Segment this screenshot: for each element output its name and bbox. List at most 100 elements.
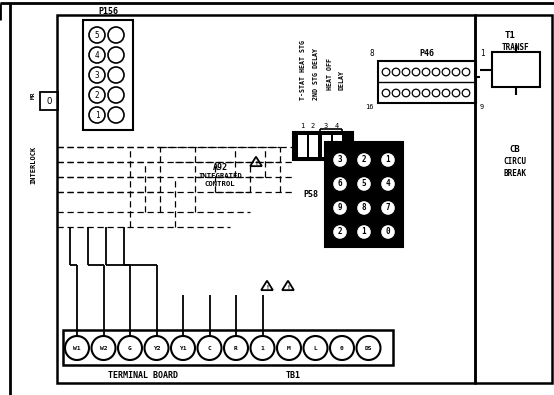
- Text: 7: 7: [386, 203, 391, 213]
- Text: DS: DS: [365, 346, 372, 350]
- Text: 9: 9: [480, 104, 484, 110]
- Text: Y2: Y2: [153, 346, 160, 350]
- Circle shape: [381, 201, 396, 216]
- Text: 2: 2: [311, 123, 315, 129]
- Text: A92: A92: [213, 162, 228, 171]
- Text: M: M: [287, 346, 291, 350]
- Circle shape: [357, 224, 372, 239]
- Text: W1: W1: [73, 346, 81, 350]
- Circle shape: [422, 89, 430, 97]
- Bar: [332, 135, 341, 157]
- Text: C: C: [208, 346, 212, 350]
- Text: O: O: [47, 96, 52, 105]
- Circle shape: [442, 89, 450, 97]
- Circle shape: [354, 198, 374, 218]
- Text: 5: 5: [362, 179, 366, 188]
- Circle shape: [392, 68, 400, 76]
- Circle shape: [330, 336, 354, 360]
- Text: !: !: [265, 285, 269, 290]
- Circle shape: [382, 68, 390, 76]
- Text: P156: P156: [98, 8, 118, 17]
- Circle shape: [462, 89, 470, 97]
- Circle shape: [382, 89, 390, 97]
- Circle shape: [108, 47, 124, 63]
- Text: Y1: Y1: [179, 346, 187, 350]
- Circle shape: [171, 336, 195, 360]
- Circle shape: [442, 68, 450, 76]
- Text: P58: P58: [304, 190, 319, 199]
- Text: 1: 1: [300, 123, 304, 129]
- Text: 8: 8: [370, 49, 374, 58]
- Text: G: G: [128, 346, 132, 350]
- Circle shape: [277, 336, 301, 360]
- Circle shape: [108, 67, 124, 83]
- Circle shape: [89, 27, 105, 43]
- Circle shape: [89, 67, 105, 83]
- Circle shape: [354, 222, 374, 242]
- Text: 2: 2: [338, 228, 342, 237]
- Circle shape: [330, 222, 350, 242]
- Circle shape: [357, 152, 372, 167]
- Circle shape: [422, 68, 430, 76]
- Circle shape: [330, 174, 350, 194]
- Circle shape: [432, 68, 440, 76]
- Bar: [63, 330, 393, 365]
- Bar: [57, 15, 475, 383]
- Text: W2: W2: [100, 346, 107, 350]
- Circle shape: [330, 198, 350, 218]
- Circle shape: [250, 336, 274, 360]
- Circle shape: [330, 150, 350, 170]
- Circle shape: [357, 177, 372, 192]
- Text: 0: 0: [386, 228, 391, 237]
- Circle shape: [354, 174, 374, 194]
- Text: 1: 1: [480, 49, 485, 58]
- Text: CIRCU: CIRCU: [504, 158, 526, 167]
- Text: 9: 9: [338, 203, 342, 213]
- Text: CB: CB: [510, 145, 520, 154]
- Bar: [475, 15, 552, 383]
- Text: 3: 3: [338, 156, 342, 164]
- Circle shape: [452, 89, 460, 97]
- Text: !: !: [286, 285, 290, 290]
- Text: MR: MR: [30, 91, 35, 99]
- Circle shape: [224, 336, 248, 360]
- Text: 1: 1: [362, 228, 366, 237]
- Text: DELAY: DELAY: [338, 70, 344, 90]
- Text: 4: 4: [95, 51, 99, 60]
- Text: INTERLOCK: INTERLOCK: [30, 146, 36, 184]
- Circle shape: [332, 201, 347, 216]
- Circle shape: [462, 68, 470, 76]
- Bar: [492, 52, 540, 87]
- Circle shape: [432, 89, 440, 97]
- Bar: [40, 92, 58, 110]
- Text: 16: 16: [366, 104, 374, 110]
- Circle shape: [108, 27, 124, 43]
- Circle shape: [357, 201, 372, 216]
- Bar: [325, 142, 403, 247]
- Circle shape: [392, 89, 400, 97]
- Bar: [378, 61, 476, 103]
- Text: 6: 6: [338, 179, 342, 188]
- Circle shape: [402, 68, 410, 76]
- Text: HEAT OFF: HEAT OFF: [327, 58, 333, 90]
- Circle shape: [354, 150, 374, 170]
- Circle shape: [412, 68, 420, 76]
- Circle shape: [378, 198, 398, 218]
- Circle shape: [89, 47, 105, 63]
- Text: 1: 1: [260, 346, 264, 350]
- Text: 5: 5: [95, 30, 99, 40]
- Circle shape: [381, 224, 396, 239]
- Text: 4: 4: [335, 123, 339, 129]
- Text: TRANSF: TRANSF: [501, 43, 529, 51]
- Circle shape: [381, 177, 396, 192]
- Text: TERMINAL BOARD: TERMINAL BOARD: [108, 371, 178, 380]
- Circle shape: [89, 87, 105, 103]
- Circle shape: [357, 336, 381, 360]
- Text: L: L: [314, 346, 317, 350]
- Text: INTEGRATED
CONTROL: INTEGRATED CONTROL: [198, 173, 242, 187]
- Circle shape: [332, 177, 347, 192]
- Circle shape: [332, 224, 347, 239]
- Circle shape: [381, 152, 396, 167]
- Text: 1: 1: [386, 156, 391, 164]
- Text: 8: 8: [362, 203, 366, 213]
